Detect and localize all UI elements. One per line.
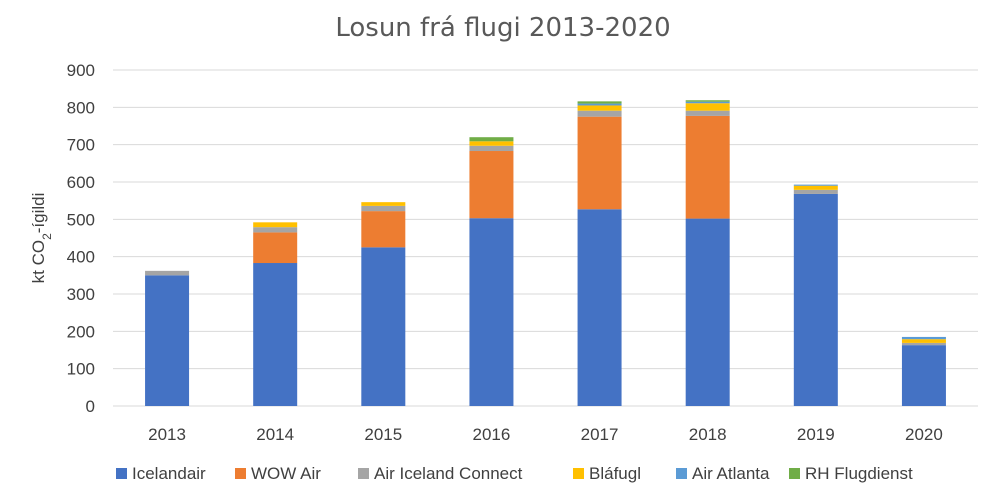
bar-segment bbox=[793, 189, 838, 194]
legend-swatch bbox=[116, 468, 127, 479]
x-tick-label: 2016 bbox=[473, 425, 511, 444]
y-tick-label: 800 bbox=[67, 98, 95, 117]
bar-segment bbox=[685, 100, 730, 102]
bar-segment bbox=[577, 105, 622, 111]
bar-segment bbox=[253, 263, 298, 406]
bar-segment bbox=[685, 110, 730, 116]
x-tick-label: 2019 bbox=[797, 425, 835, 444]
bar-segment bbox=[577, 103, 622, 106]
bar-segment bbox=[469, 218, 514, 406]
legend-swatch bbox=[358, 468, 369, 479]
bar-segment bbox=[901, 342, 946, 346]
bar-segment bbox=[145, 270, 190, 276]
bar-segment bbox=[577, 101, 622, 104]
bar-segment bbox=[253, 232, 298, 264]
y-tick-label: 900 bbox=[67, 61, 95, 80]
bar-segment bbox=[901, 336, 946, 340]
legend-label: WOW Air bbox=[251, 464, 321, 483]
bar-segment bbox=[685, 101, 730, 104]
bar-segment bbox=[577, 110, 622, 117]
bar-segment bbox=[793, 193, 838, 406]
bar-segment bbox=[793, 184, 838, 186]
bar-segment bbox=[145, 275, 190, 406]
x-tick-label: 2018 bbox=[689, 425, 727, 444]
legend-label: Air Atlanta bbox=[692, 464, 770, 483]
bar-segment bbox=[577, 209, 622, 406]
bar-segment bbox=[469, 137, 514, 142]
bar-segment bbox=[469, 145, 514, 152]
bar-segment bbox=[685, 115, 730, 219]
bar-segment bbox=[469, 151, 514, 219]
x-tick-label: 2017 bbox=[581, 425, 619, 444]
bar-segment bbox=[469, 141, 514, 146]
bar-segment bbox=[685, 103, 730, 111]
y-tick-label: 500 bbox=[67, 210, 95, 229]
bar-segment bbox=[577, 116, 622, 210]
bars bbox=[145, 100, 946, 406]
legend-swatch bbox=[789, 468, 800, 479]
y-tick-label: 700 bbox=[67, 136, 95, 155]
bar-segment bbox=[361, 205, 406, 212]
y-tick-label: 200 bbox=[67, 322, 95, 341]
gridlines bbox=[113, 69, 978, 407]
bar-segment bbox=[793, 185, 838, 190]
x-tick-label: 2020 bbox=[905, 425, 943, 444]
bar-segment bbox=[361, 247, 406, 406]
y-tick-label: 300 bbox=[67, 285, 95, 304]
y-tick-label: 0 bbox=[86, 397, 95, 416]
legend-label: Air Iceland Connect bbox=[374, 464, 523, 483]
bar-segment bbox=[901, 345, 946, 406]
bar-segment bbox=[361, 202, 406, 206]
bar-segment bbox=[685, 218, 730, 406]
chart-title: Losun frá flugi 2013-2020 bbox=[335, 13, 670, 43]
legend-label: Icelandair bbox=[132, 464, 206, 483]
bar-segment bbox=[253, 227, 298, 233]
legend-swatch bbox=[676, 468, 687, 479]
legend-label: RH Flugdienst bbox=[805, 464, 913, 483]
x-tick-labels: 2013 2014 2015 2016 2017 2018 2019 2020 bbox=[148, 425, 943, 444]
x-tick-label: 2015 bbox=[364, 425, 402, 444]
bar-segment bbox=[253, 222, 298, 228]
y-tick-label: 600 bbox=[67, 173, 95, 192]
y-axis-label: kt CO2-ígildi bbox=[29, 193, 54, 284]
legend: Icelandair WOW Air Air Iceland Connect Bláf… bbox=[116, 464, 913, 483]
legend-label: Bláfugl bbox=[589, 464, 641, 483]
legend-swatch bbox=[573, 468, 584, 479]
y-tick-label: 400 bbox=[67, 248, 95, 267]
legend-swatch bbox=[235, 468, 246, 479]
y-tick-label: 100 bbox=[67, 360, 95, 379]
x-tick-label: 2014 bbox=[256, 425, 294, 444]
x-tick-label: 2013 bbox=[148, 425, 186, 444]
bar-segment bbox=[361, 211, 406, 248]
bar-segment bbox=[901, 339, 946, 343]
y-tick-labels: 0 100 200 300 400 500 600 700 800 900 bbox=[67, 61, 95, 416]
